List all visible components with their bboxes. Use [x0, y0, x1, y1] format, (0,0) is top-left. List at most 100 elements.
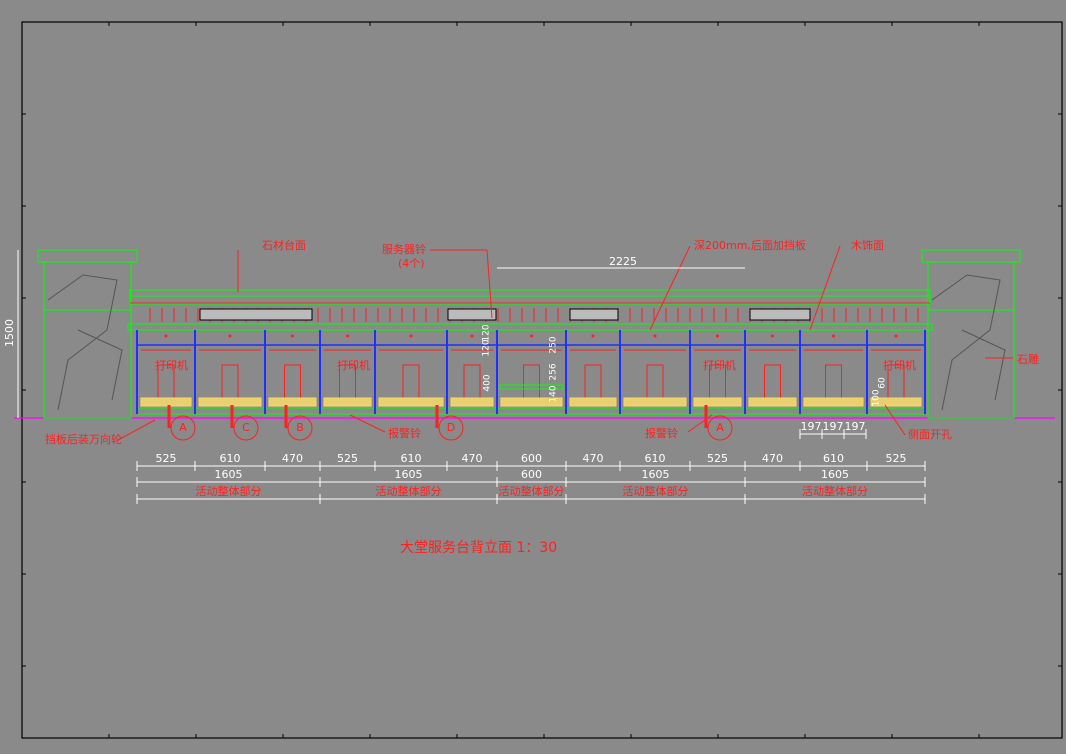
column-body	[927, 309, 1015, 419]
dimension-text: 610	[220, 452, 241, 465]
handle	[832, 334, 835, 338]
section-label: A	[716, 421, 724, 434]
handle	[591, 334, 595, 338]
handle	[771, 334, 774, 338]
dimension-text: 1605	[642, 468, 670, 481]
top-band	[129, 295, 931, 305]
annotation: 挡板后装万向轮	[45, 432, 122, 446]
handle	[716, 334, 719, 338]
kick-panel	[693, 397, 742, 407]
handle	[409, 334, 413, 338]
kick-panel	[748, 397, 797, 407]
handle	[228, 334, 232, 338]
handle	[894, 334, 898, 338]
kick-panel	[323, 397, 372, 407]
dimension-text: 活动整体部分	[499, 484, 565, 498]
section-marker	[170, 415, 196, 441]
handle	[470, 334, 474, 338]
dimension-text: 197	[845, 420, 866, 433]
kick-panel	[450, 397, 494, 407]
bell-panel	[749, 308, 811, 321]
dimension-text: 120	[482, 324, 492, 341]
dimension-text: 60	[878, 377, 888, 389]
annotation: 石雕	[1017, 352, 1039, 366]
printer-label: 打印机	[703, 358, 736, 372]
dimension-text: 400	[483, 374, 493, 391]
section-marker	[233, 415, 259, 441]
kick-panel	[870, 397, 922, 407]
dimension-text: 525	[886, 452, 907, 465]
kick-panel	[268, 397, 317, 407]
dimension-text: 活动整体部分	[802, 484, 868, 498]
dimension-text: 525	[707, 452, 728, 465]
dimension-text: 1605	[395, 468, 423, 481]
handle	[530, 334, 533, 338]
dimension-text: 197	[801, 420, 822, 433]
annotation: 报警铃	[645, 426, 678, 440]
kick-panel	[140, 397, 192, 407]
handle	[164, 334, 168, 338]
annotation: (4个)	[398, 257, 425, 270]
annotation: 侧面开孔	[908, 428, 952, 441]
bell-panel	[569, 308, 619, 321]
dimension-text: 120	[482, 339, 492, 356]
printer-label: 打印机	[337, 358, 370, 372]
kick-panel	[623, 397, 687, 407]
dimension-text: 525	[337, 452, 358, 465]
dimension-text: 525	[156, 452, 177, 465]
dimension-text: 1500	[3, 319, 16, 347]
printer-label: 打印机	[155, 358, 188, 372]
section-marker	[707, 415, 733, 441]
handle	[346, 334, 349, 338]
annotation: 深200mm,后面加挡板	[694, 238, 806, 252]
dimension-text: 610	[645, 452, 666, 465]
dimension-text: 470	[462, 452, 483, 465]
leader-line	[117, 419, 156, 441]
section-label: A	[179, 421, 187, 434]
bell-panel	[199, 308, 313, 321]
dimension-text: 197	[823, 420, 844, 433]
drawing-title: 大堂服务台背立面 1：30	[400, 540, 557, 556]
leader-line	[687, 414, 713, 433]
dimension-text: 活动整体部分	[376, 484, 442, 498]
dimension-text: 1605	[821, 468, 849, 481]
dimension-text: 250	[549, 336, 559, 353]
kick-panel	[569, 397, 617, 407]
handle	[653, 334, 657, 338]
dimension-text: 600	[521, 452, 542, 465]
dimension-text: 470	[282, 452, 303, 465]
kick-panel	[198, 397, 262, 407]
annotation: 服务器铃	[382, 242, 426, 256]
dimension-text: 470	[583, 452, 604, 465]
section-label: D	[447, 421, 455, 434]
annotation: 木饰面	[851, 238, 884, 252]
dimension-text: 470	[762, 452, 783, 465]
section-marker	[287, 415, 313, 441]
kick-panel	[378, 397, 444, 407]
frame	[21, 21, 1063, 739]
leader-line	[884, 404, 906, 436]
middle-shelf	[499, 384, 564, 390]
section-label: C	[242, 421, 250, 434]
bell-panel	[447, 308, 497, 321]
section-label: B	[296, 421, 304, 434]
dimension-text: 610	[823, 452, 844, 465]
kick-panel	[500, 397, 563, 407]
dimension-text: 活动整体部分	[196, 484, 262, 498]
dimension-text: 1605	[215, 468, 243, 481]
dimension-text: 100	[872, 389, 882, 406]
stone-carving	[47, 274, 123, 411]
kick-panel	[803, 397, 864, 407]
dimension-text: 140	[549, 385, 559, 402]
section-marker	[438, 415, 464, 441]
leader-line	[649, 245, 691, 331]
dimension-text: 610	[401, 452, 422, 465]
printer-label: 打印机	[883, 358, 916, 372]
dimension-text: 活动整体部分	[623, 484, 689, 498]
dimension-text: 256	[549, 363, 559, 380]
stone-carving	[931, 274, 1006, 411]
leader-line	[349, 414, 386, 433]
leader-line	[809, 245, 841, 331]
annotation: 报警铃	[388, 426, 421, 440]
